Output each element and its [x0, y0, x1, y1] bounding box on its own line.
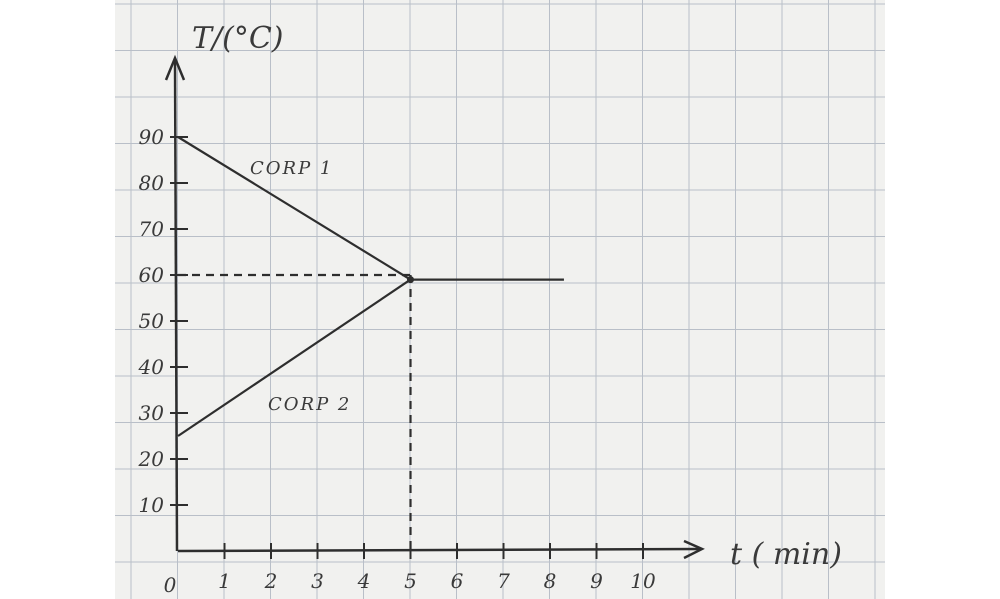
x-axis-arrow [683, 539, 705, 560]
series-line-2 [177, 278, 412, 437]
axes [164, 54, 705, 560]
y-tick-label: 60 [139, 263, 165, 287]
x-tick-label: 8 [544, 569, 557, 593]
y-ticks: 10 20 30 40 50 60 70 80 90 [138, 125, 188, 517]
y-tick-label: 10 [139, 493, 165, 517]
series-label-2: CORP 2 [268, 394, 351, 415]
x-axis-title: t ( min) [730, 537, 842, 572]
y-axis-arrow [164, 54, 186, 81]
x-tick-label: 9 [590, 569, 603, 593]
y-tick-label: 80 [139, 171, 165, 195]
y-axis-line [173, 59, 179, 552]
x-tick-label: 5 [404, 569, 417, 593]
series-group: CORP 1 CORP 2 [177, 136, 564, 437]
y-tick-label: 50 [139, 309, 165, 333]
origin-label: 0 [164, 573, 177, 597]
x-tick-label: 2 [264, 569, 278, 593]
y-tick-label: 40 [138, 355, 165, 379]
x-tick-label: 10 [630, 569, 656, 593]
x-ticks: 1 2 3 4 5 6 7 8 9 10 [218, 543, 656, 593]
intersection-point [407, 276, 414, 284]
x-tick-label: 6 [451, 569, 464, 593]
x-tick-label: 3 [311, 569, 324, 593]
y-tick-label: 90 [139, 125, 165, 149]
x-axis-line [177, 547, 701, 553]
x-tick-label: 4 [357, 569, 371, 593]
y-axis-title: T/(°C) [192, 21, 283, 56]
x-tick-label: 1 [218, 569, 231, 593]
y-tick-label: 20 [138, 447, 165, 471]
reference-lines [178, 273, 412, 551]
x-tick-label: 7 [497, 569, 510, 593]
y-tick-label: 70 [139, 217, 165, 241]
series-label-1: CORP 1 [250, 158, 333, 179]
paper-sheet [115, 0, 885, 599]
grid-lines [115, 0, 885, 599]
y-tick-label: 30 [139, 401, 165, 425]
